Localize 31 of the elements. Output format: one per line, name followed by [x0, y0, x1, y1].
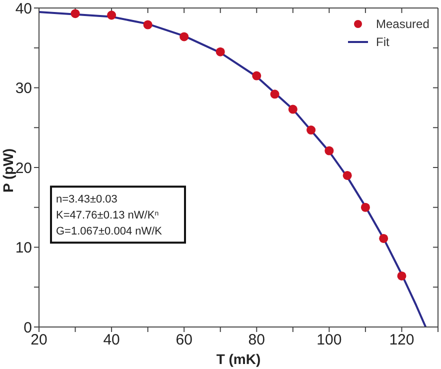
point — [107, 10, 116, 20]
y-tick-label: 40 — [15, 0, 32, 18]
legend-label: Measured — [376, 17, 430, 31]
y-tick-label: 10 — [15, 240, 32, 257]
y-tick-label: 30 — [15, 80, 32, 98]
point — [270, 90, 280, 99]
point — [324, 146, 334, 156]
point — [360, 202, 370, 212]
text: n=3.43±0.03 K=47.76±0.13 nW/K$^{n}$ G=1.067±0.004 nW/K — [56, 194, 162, 238]
point — [252, 71, 262, 80]
x-tick-label: 60 — [176, 332, 192, 349]
x-tick-label: 120 — [389, 332, 414, 349]
x-axis-title: T (mK) — [216, 351, 261, 367]
y-tick-label: 20 — [15, 160, 32, 177]
point — [180, 32, 189, 42]
point — [143, 20, 152, 30]
x-tick-label: 20 — [30, 332, 48, 349]
point — [288, 104, 298, 114]
y-tick-label: 0 — [24, 319, 32, 336]
point — [306, 126, 316, 135]
x-tick-label: 40 — [103, 332, 120, 349]
point — [70, 9, 80, 18]
line-series — [39, 10, 427, 327]
legend-label: Fit — [376, 35, 390, 49]
x-tick-label: 80 — [248, 332, 265, 349]
y-axis-title: P (pW) — [0, 148, 16, 192]
point — [216, 47, 225, 56]
point — [379, 234, 388, 243]
point — [397, 271, 406, 280]
x-tick-label: 100 — [316, 332, 342, 349]
point — [342, 170, 352, 180]
